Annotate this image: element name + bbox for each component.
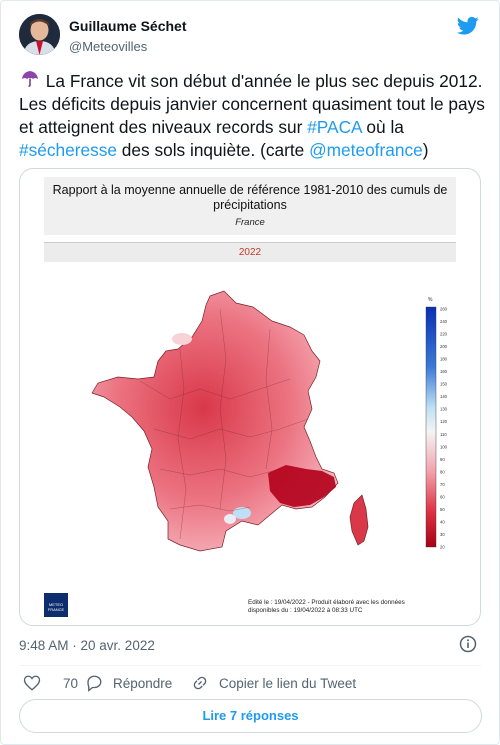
heart-icon	[23, 675, 41, 691]
reply-label: Répondre	[113, 675, 173, 691]
scale-labels: 260 240 220 200 180 160 150 140 130 120 110 100 90 80…	[440, 307, 448, 550]
like-count: 70	[63, 675, 79, 691]
scale-label: 240	[440, 319, 448, 324]
map-note-line1: Edité le : 19/04/2022 - Produit élaboré …	[248, 599, 405, 606]
twitter-bird-icon[interactable]	[457, 16, 479, 36]
tweet-timestamp[interactable]: 9:48 AM · 20 avr. 2022	[19, 638, 155, 653]
scale-label: 200	[440, 344, 448, 349]
copy-link-label: Copier le lien du Tweet	[219, 675, 357, 691]
tweet-text-part4: )	[422, 140, 429, 160]
map-year: 2022	[238, 247, 262, 258]
media-image[interactable]: Rapport à la moyenne annuelle de référen…	[19, 168, 481, 626]
scale-label: 50	[440, 507, 445, 512]
map-note-line2: disponibles du : 19/04/2022 à 08:33 UTC	[248, 607, 363, 614]
map-subtitle: France	[235, 217, 265, 228]
scale-label: 160	[440, 369, 448, 374]
map-note: Edité le : 19/04/2022 - Produit élaboré …	[248, 599, 405, 615]
umbrella-icon	[22, 71, 38, 87]
scale-label: 30	[440, 532, 445, 537]
avatar-image	[19, 14, 60, 55]
paca-region	[268, 465, 336, 507]
scale-label: 80	[440, 469, 445, 474]
scale-label: 100	[440, 444, 448, 449]
link-icon	[193, 676, 207, 690]
scale-label: 90	[440, 457, 445, 462]
scale-label: 60	[440, 494, 445, 499]
scale-label: 70	[440, 482, 445, 487]
scale-bar	[425, 306, 437, 548]
reply-icon	[87, 675, 102, 692]
scale-label: 120	[440, 419, 448, 424]
like-button[interactable]: 70	[23, 674, 78, 692]
author-handle[interactable]: @Meteovilles	[69, 39, 148, 54]
corsica-shape	[349, 494, 369, 546]
scale-label: 180	[440, 357, 448, 362]
tweet-text: La France vit son début d'année le plus …	[19, 69, 485, 162]
scale-label: 150	[440, 382, 448, 387]
tweet-text-part2: où la	[361, 117, 404, 137]
scale-label: 110	[440, 432, 447, 437]
avatar[interactable]	[19, 14, 60, 55]
scale-label: 40	[440, 519, 445, 524]
logo-text: METEO FRANCE	[47, 602, 65, 612]
author-name[interactable]: Guillaume Séchet	[69, 18, 187, 34]
mention-meteofrance-link[interactable]: @meteofrance	[309, 140, 423, 160]
reply-button[interactable]: Répondre	[85, 674, 172, 692]
scale-label: 20	[440, 545, 445, 550]
map-title-box: Rapport à la moyenne annuelle de référen…	[44, 177, 456, 235]
hashtag-paca-link[interactable]: #PACA	[307, 117, 362, 137]
divider	[19, 665, 481, 666]
scale-label: 220	[440, 332, 448, 337]
hashtag-secheresse-link[interactable]: #sécheresse	[19, 140, 117, 160]
tweet-text-part3: des sols inquiète. (carte	[116, 140, 310, 160]
map-year-box: 2022	[44, 242, 456, 262]
meteofrance-logo: METEO FRANCE	[44, 593, 68, 617]
scale-unit: %	[428, 297, 433, 303]
scale-label: 130	[440, 407, 448, 412]
info-icon[interactable]	[459, 635, 477, 653]
read-replies-button[interactable]: Lire 7 réponses	[19, 699, 482, 733]
scale-label: 140	[440, 394, 448, 399]
france-shape	[91, 290, 339, 552]
tweet-text-part1: La France vit son début d'année le plus …	[19, 71, 485, 137]
scale-label: 260	[440, 307, 448, 312]
copy-link-button[interactable]: Copier le lien du Tweet	[191, 674, 356, 692]
map-title: Rapport à la moyenne annuelle de référen…	[52, 183, 448, 212]
precipitation-map: % 260 240 220 200 180 160 150 140 130 120 110 100 90…	[91, 290, 448, 552]
